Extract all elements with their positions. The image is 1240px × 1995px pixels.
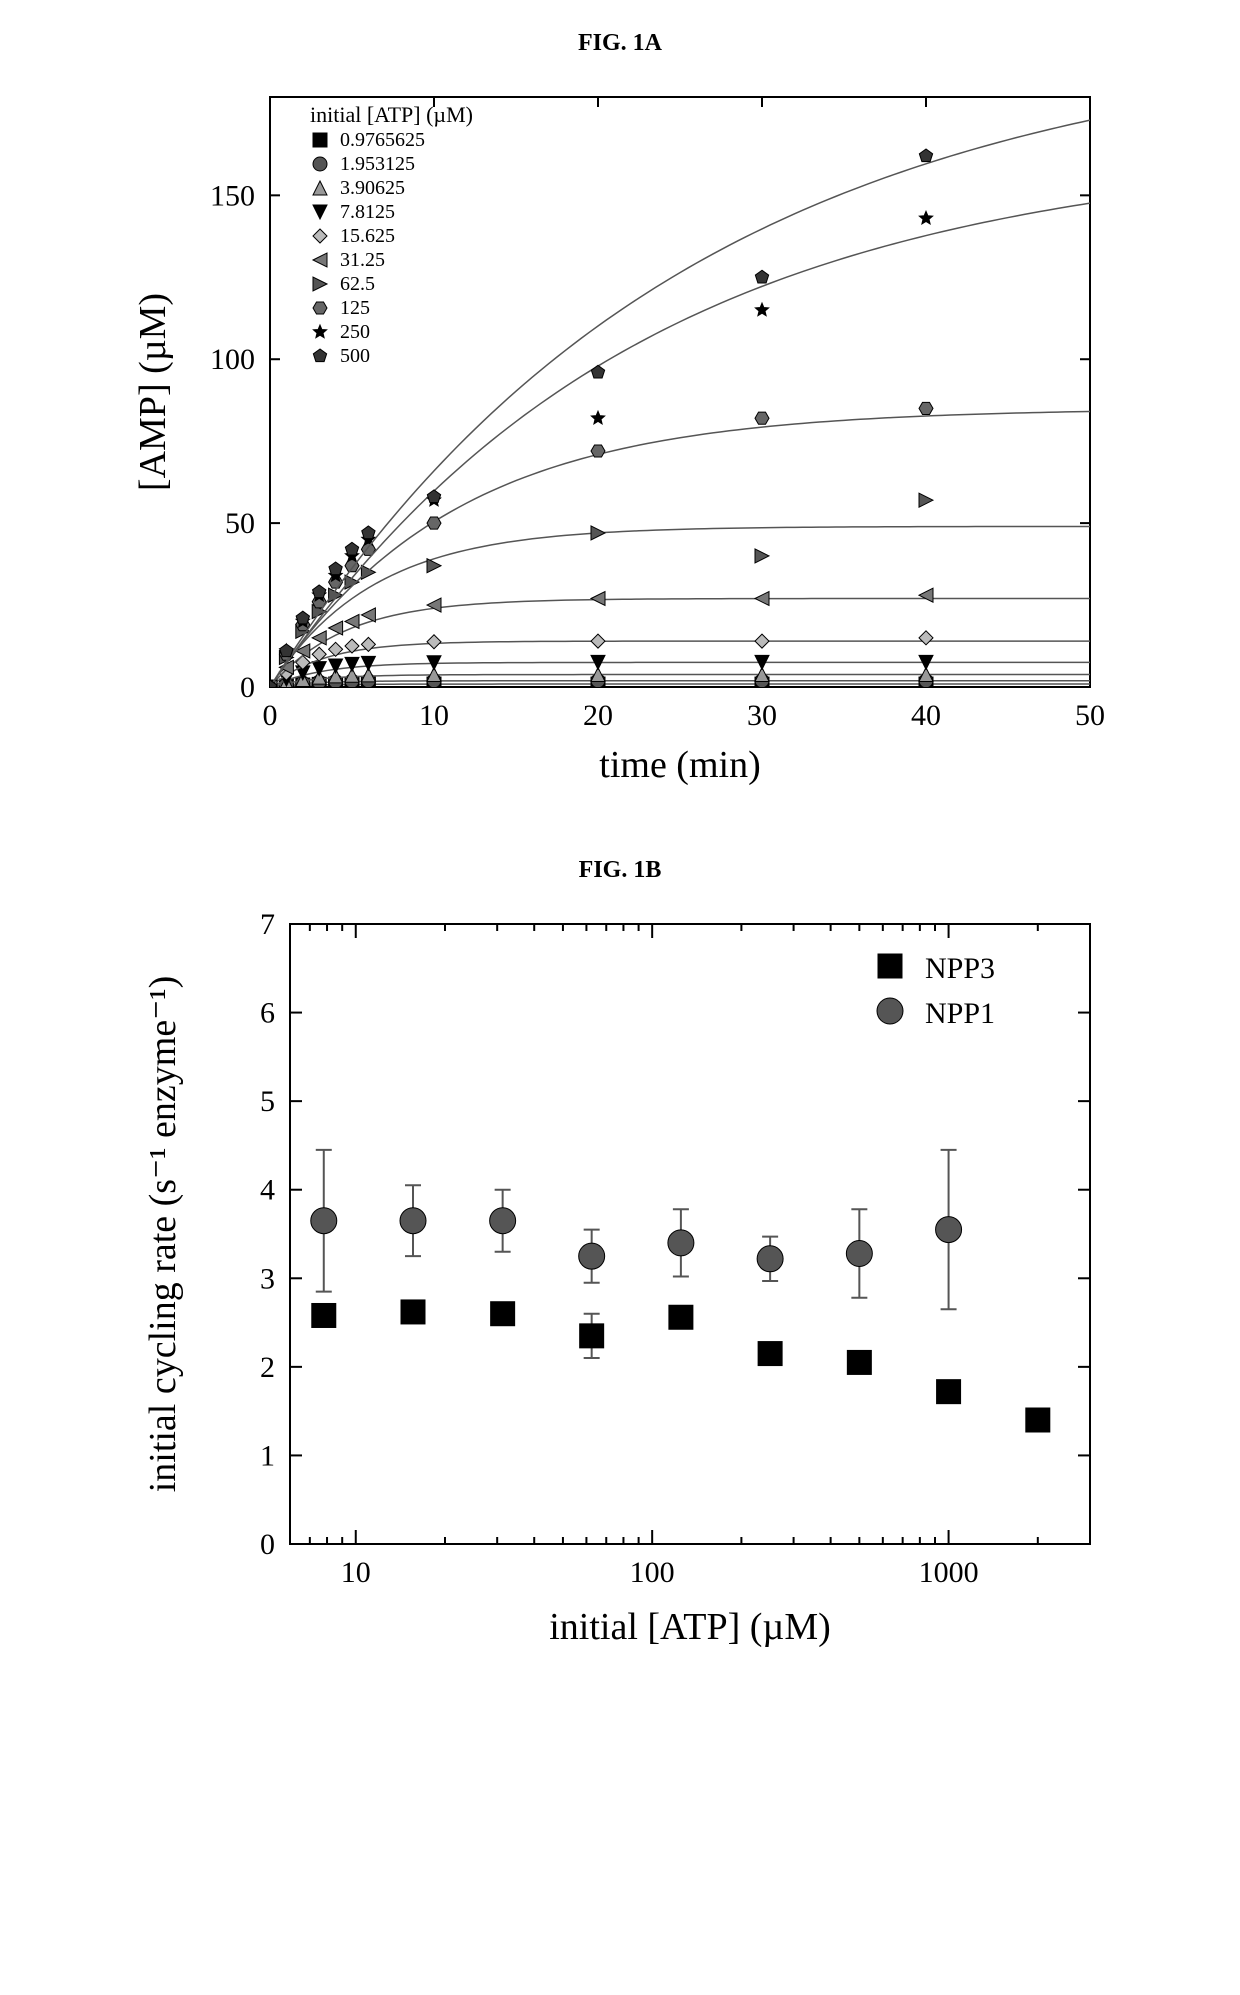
svg-text:10: 10: [419, 699, 449, 732]
svg-text:time (min): time (min): [599, 744, 760, 786]
fig-1a-title: FIG. 1A: [40, 30, 1200, 57]
svg-text:15.625: 15.625: [340, 225, 395, 247]
svg-text:initial [ATP] (µM): initial [ATP] (µM): [310, 102, 473, 127]
svg-text:150: 150: [210, 179, 255, 212]
svg-text:5: 5: [260, 1085, 275, 1118]
fig-1b-title: FIG. 1B: [40, 857, 1200, 884]
svg-text:31.25: 31.25: [340, 249, 385, 271]
svg-text:7.8125: 7.8125: [340, 201, 395, 223]
svg-text:0: 0: [263, 699, 278, 732]
svg-text:0.9765625: 0.9765625: [340, 129, 425, 151]
svg-text:3.90625: 3.90625: [340, 177, 405, 199]
svg-text:0: 0: [260, 1528, 275, 1561]
svg-text:0: 0: [240, 671, 255, 704]
svg-text:20: 20: [583, 699, 613, 732]
svg-text:50: 50: [1075, 699, 1105, 732]
svg-text:2: 2: [260, 1351, 275, 1384]
svg-text:500: 500: [340, 345, 370, 367]
svg-text:1000: 1000: [919, 1556, 979, 1589]
svg-text:[AMP] (µM): [AMP] (µM): [132, 293, 174, 491]
svg-text:initial cycling rate (s⁻¹ enzy: initial cycling rate (s⁻¹ enzyme⁻¹): [142, 976, 184, 1493]
svg-text:50: 50: [225, 507, 255, 540]
svg-text:30: 30: [747, 699, 777, 732]
svg-text:1: 1: [260, 1439, 275, 1472]
svg-text:6: 6: [260, 997, 275, 1030]
svg-text:10: 10: [341, 1556, 371, 1589]
svg-text:7: 7: [260, 908, 275, 941]
svg-text:40: 40: [911, 699, 941, 732]
svg-text:100: 100: [210, 343, 255, 376]
svg-text:4: 4: [260, 1174, 275, 1207]
svg-text:125: 125: [340, 297, 370, 319]
svg-text:initial [ATP] (µM): initial [ATP] (µM): [549, 1606, 831, 1648]
svg-text:NPP1: NPP1: [925, 997, 995, 1030]
svg-text:250: 250: [340, 321, 370, 343]
svg-text:100: 100: [630, 1556, 675, 1589]
svg-text:62.5: 62.5: [340, 273, 375, 295]
svg-text:1.953125: 1.953125: [340, 153, 415, 175]
svg-text:3: 3: [260, 1262, 275, 1295]
fig-1a-chart: 01020304050050100150time (min)[AMP] (µM)…: [120, 77, 1120, 797]
svg-text:NPP3: NPP3: [925, 952, 995, 985]
fig-1b-chart: 10 100 1000 0 1 2 3 4 5 6 7 initial [ATP] (µM) initi…: [120, 904, 1120, 1664]
